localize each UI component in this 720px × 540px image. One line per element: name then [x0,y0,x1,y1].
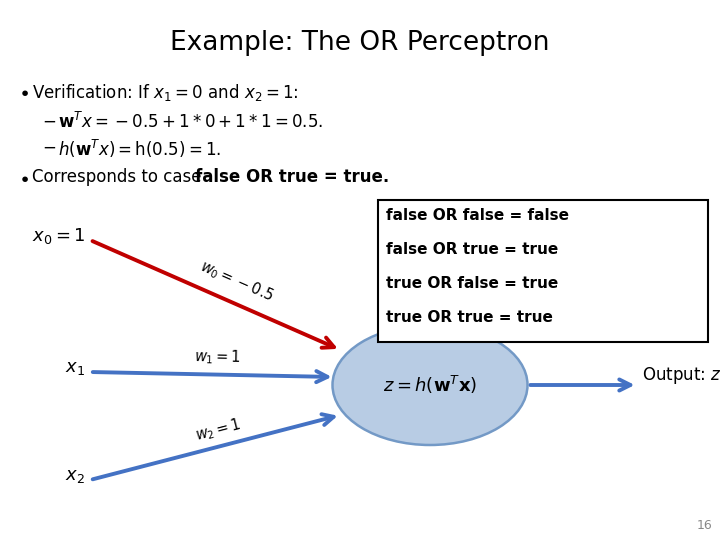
Text: false OR false = false: false OR false = false [386,208,569,223]
Text: $\bullet$: $\bullet$ [18,82,29,101]
Text: $z = h(\mathbf{w}^T\mathbf{x})$: $z = h(\mathbf{w}^T\mathbf{x})$ [383,374,477,396]
Text: $x_2$: $x_2$ [65,467,85,485]
Ellipse shape [333,325,528,445]
Text: $x_0 = 1$: $x_0 = 1$ [32,226,85,246]
Text: $-$: $-$ [42,112,56,130]
Text: Corresponds to case: Corresponds to case [32,168,207,186]
Text: Verification: If $x_1 = 0$ and $x_2 = 1$:: Verification: If $x_1 = 0$ and $x_2 = 1$… [32,82,299,103]
Text: true OR false = true: true OR false = true [386,276,558,291]
Text: Example: The OR Perceptron: Example: The OR Perceptron [170,30,550,56]
Text: $w_1 = 1$: $w_1 = 1$ [194,347,241,367]
Text: $x_1$: $x_1$ [65,359,85,377]
Text: $-$: $-$ [42,138,56,156]
Text: false OR true = true: false OR true = true [386,242,558,257]
Text: false OR true = true.: false OR true = true. [195,168,390,186]
Text: Output: $z$: Output: $z$ [642,364,720,386]
Text: $\bullet$: $\bullet$ [18,168,29,187]
Text: true OR true = true: true OR true = true [386,310,553,325]
Text: $h(\mathbf{w}^Tx) = \mathrm{h}(0.5) = 1.$: $h(\mathbf{w}^Tx) = \mathrm{h}(0.5) = 1.… [58,138,221,160]
Text: $\mathbf{w}^Tx = -0.5 + 1*0 + 1*1 = 0.5.$: $\mathbf{w}^Tx = -0.5 + 1*0 + 1*1 = 0.5.… [58,112,323,132]
Text: $w_2 = 1$: $w_2 = 1$ [193,415,243,445]
FancyBboxPatch shape [378,200,708,342]
Text: $w_0 = -0.5$: $w_0 = -0.5$ [197,257,277,306]
Text: 16: 16 [696,519,712,532]
